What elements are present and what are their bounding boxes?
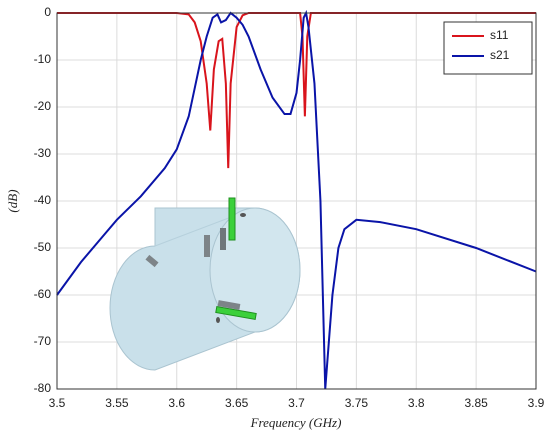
rod [204, 235, 210, 257]
hole [240, 213, 246, 217]
y-tick-label: -40 [34, 193, 52, 207]
x-tick-label: 3.65 [225, 396, 249, 410]
x-tick-label: 3.85 [464, 396, 488, 410]
y-tick-label: -60 [34, 287, 52, 301]
rod [220, 228, 226, 250]
y-tick-label: -70 [34, 334, 52, 348]
legend-box [443, 21, 533, 75]
x-tick-label: 3.75 [345, 396, 369, 410]
x-axis-title: Frequency (GHz) [250, 415, 342, 430]
probe [215, 305, 257, 321]
y-tick-label: -20 [34, 99, 52, 113]
legend-label: s11 [490, 28, 509, 42]
probe [228, 197, 236, 241]
y-tick-label: -80 [34, 381, 52, 395]
hole [216, 317, 220, 323]
y-tick-label: 0 [44, 5, 51, 19]
plot-frame [56, 12, 537, 390]
x-tick-label: 3.6 [168, 396, 185, 410]
x-tick-label: 3.55 [105, 396, 129, 410]
y-tick-label: -10 [34, 52, 52, 66]
legend-label: s21 [490, 48, 510, 62]
y-axis-title: (dB) [5, 189, 20, 212]
y-tick-label: -30 [34, 146, 52, 160]
series-line [57, 12, 536, 169]
filter-illustration [109, 197, 301, 371]
rod [217, 300, 241, 310]
x-tick-label: 3.7 [288, 396, 305, 410]
x-tick-label: 3.9 [528, 396, 545, 410]
series-line [56, 9, 537, 390]
plot-lines [56, 9, 537, 390]
x-tick-label: 3.5 [49, 396, 66, 410]
rod [145, 254, 159, 268]
y-tick-label: -50 [34, 240, 52, 254]
x-tick-label: 3.8 [408, 396, 425, 410]
